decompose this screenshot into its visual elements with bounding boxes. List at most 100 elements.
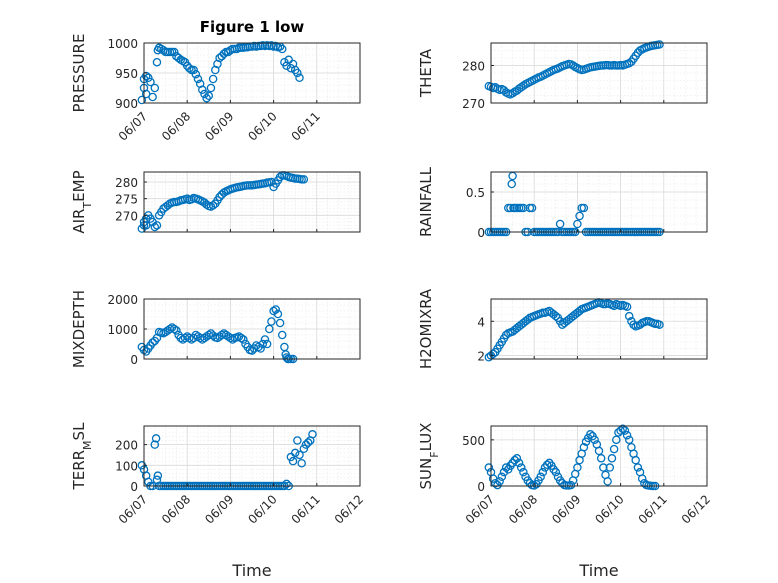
data-point bbox=[516, 463, 526, 472]
y-axis-label: MIXDEPTH bbox=[70, 290, 88, 368]
x-tick-label: 06/09 bbox=[202, 109, 236, 143]
y-axis-label: AIRTEMP bbox=[70, 170, 94, 233]
data-point bbox=[527, 203, 537, 213]
y-axis-label: H2OMIXRA bbox=[417, 288, 435, 369]
data-point bbox=[501, 463, 511, 472]
data-point bbox=[596, 454, 606, 463]
data-point bbox=[295, 450, 304, 460]
data-point bbox=[536, 472, 545, 482]
data-point bbox=[219, 49, 229, 59]
y-axis-label: PRESSURE bbox=[70, 34, 88, 113]
axes-background bbox=[144, 426, 360, 486]
y-tick-label: 0.5 bbox=[466, 186, 485, 200]
data-point bbox=[594, 446, 604, 456]
x-tick-label: 06/10 bbox=[245, 109, 279, 143]
data-point bbox=[603, 477, 612, 486]
x-tick-label: 06/07 bbox=[116, 109, 150, 143]
y-axis-label: RAINFALL bbox=[417, 166, 435, 237]
data-point bbox=[624, 59, 634, 68]
data-point bbox=[219, 188, 229, 197]
x-tick-label: 06/11 bbox=[289, 109, 323, 143]
data-point bbox=[236, 333, 246, 343]
x-tick-label: 06/11 bbox=[289, 492, 323, 526]
y-axis-label: SUNFLUX bbox=[417, 423, 441, 490]
data-point bbox=[185, 63, 194, 73]
data-point bbox=[542, 460, 552, 470]
x-tick-label: 06/12 bbox=[332, 492, 366, 526]
axes-box bbox=[490, 298, 708, 360]
data-point bbox=[262, 339, 272, 349]
subplot-theta: 270 280 THETA bbox=[417, 40, 708, 111]
y-axis-label-part: LUX bbox=[417, 423, 435, 452]
data-point bbox=[182, 61, 192, 71]
data-point bbox=[215, 53, 224, 63]
chart-title: Figure 1 low bbox=[200, 18, 305, 36]
data-point bbox=[189, 65, 198, 75]
data-point bbox=[193, 74, 203, 84]
data-point bbox=[609, 301, 619, 311]
y-axis-label-part: H2OMIXRA bbox=[417, 288, 435, 369]
y-axis-label-part: RAINFALL bbox=[417, 166, 435, 237]
y-axis-label-part: SUN bbox=[417, 458, 435, 490]
data-point bbox=[137, 95, 147, 105]
data-point bbox=[284, 55, 293, 65]
data-point bbox=[275, 318, 285, 328]
x-tick-label: 06/09 bbox=[549, 492, 583, 526]
data-point bbox=[555, 219, 565, 229]
axes-box bbox=[143, 171, 361, 233]
y-axis-label-part: PRESSURE bbox=[70, 34, 88, 113]
y-axis-label-subscript: M bbox=[81, 440, 94, 450]
data-point bbox=[612, 435, 621, 445]
data-point bbox=[256, 344, 265, 353]
data-point bbox=[206, 83, 216, 93]
data-point bbox=[519, 203, 528, 213]
data-point bbox=[293, 436, 302, 445]
data-point bbox=[573, 463, 582, 472]
axes-box bbox=[490, 425, 708, 487]
y-axis-label: THETA bbox=[417, 48, 435, 98]
y-tick-label: 4 bbox=[477, 315, 485, 329]
data-point bbox=[271, 305, 281, 314]
data-point bbox=[152, 57, 162, 67]
x-tick-label: 06/08 bbox=[506, 492, 540, 526]
data-point bbox=[618, 424, 628, 434]
data-point bbox=[508, 89, 517, 98]
data-point bbox=[624, 435, 634, 445]
y-axis-label-part: EMP bbox=[70, 170, 88, 201]
data-point bbox=[609, 444, 619, 454]
y-tick-label: 900 bbox=[115, 97, 138, 111]
x-axis-label: Time bbox=[231, 561, 271, 580]
data-point bbox=[655, 40, 664, 49]
data-point bbox=[202, 93, 211, 103]
data-point bbox=[499, 467, 509, 477]
x-axis-label: Time bbox=[578, 561, 618, 580]
x-tick-label: 06/09 bbox=[202, 492, 236, 526]
subplot-mixdepth: 0 1000 2000 MIXDEPTH bbox=[70, 290, 361, 368]
data-point bbox=[151, 434, 161, 443]
data-point bbox=[141, 71, 151, 81]
data-point bbox=[523, 315, 532, 324]
data-point bbox=[497, 472, 507, 482]
data-point bbox=[631, 455, 640, 465]
data-point bbox=[288, 456, 298, 466]
y-tick-label: 1000 bbox=[107, 37, 138, 51]
data-point bbox=[551, 467, 561, 477]
data-point bbox=[573, 219, 582, 229]
data-point bbox=[538, 467, 548, 477]
axes-box bbox=[490, 42, 708, 104]
data-point bbox=[148, 92, 157, 102]
data-point bbox=[501, 330, 511, 340]
y-tick-label: 280 bbox=[462, 60, 485, 74]
y-axis-label: TERRMSL bbox=[70, 422, 94, 491]
data-point bbox=[622, 302, 632, 311]
data-point bbox=[514, 458, 524, 468]
data-point bbox=[299, 444, 309, 454]
data-point bbox=[208, 74, 218, 84]
y-tick-label: 200 bbox=[115, 439, 138, 453]
data-point bbox=[150, 440, 160, 449]
subplot-terr-msl: 0 100 200 06/07 06/08 06/09 06/10 06/11 06/12 Tim… bbox=[70, 422, 366, 580]
data-point bbox=[575, 306, 584, 316]
x-tick-label: 06/08 bbox=[159, 109, 193, 143]
data-point bbox=[629, 320, 638, 329]
data-point bbox=[551, 311, 561, 321]
